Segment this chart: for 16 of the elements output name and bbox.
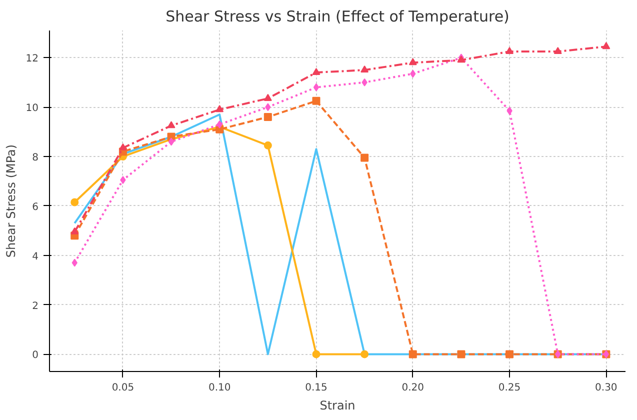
y-tick-label: 4 (32, 251, 39, 262)
y-tick-label: 0 (32, 350, 39, 362)
x-tick-label: 0.30 (595, 382, 618, 394)
y-tick-label: 10 (26, 103, 39, 114)
x-tick-label: 0.20 (402, 382, 424, 394)
y-tick-label: 2 (32, 300, 39, 312)
chart-title: Shear Stress vs Strain (Effect of Temperature) (166, 8, 510, 26)
y-axis-title: Shear Stress (MPa) (4, 144, 18, 258)
y-tick-label: 12 (26, 54, 39, 65)
y-tick-label: 6 (32, 202, 39, 213)
x-tick-label: 0.05 (112, 382, 134, 394)
x-tick-label: 0.10 (208, 382, 231, 394)
y-tick-label: 8 (32, 152, 39, 164)
x-axis-title: Strain (320, 398, 356, 412)
x-tick-label: 0.15 (305, 382, 328, 394)
x-tick-label: 0.25 (498, 382, 521, 394)
